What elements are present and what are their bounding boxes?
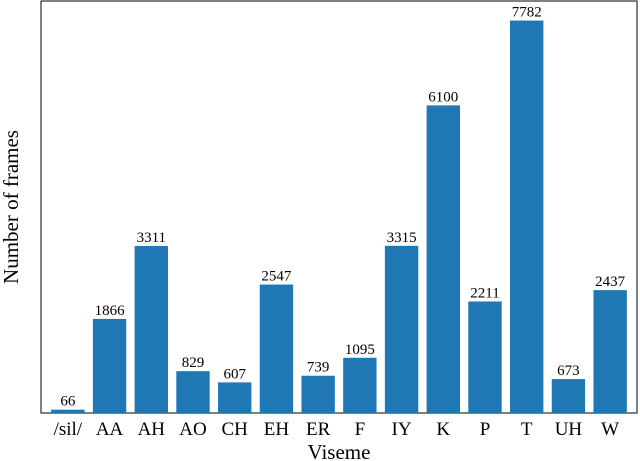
bar-IY: [384, 245, 419, 413]
y-axis-label: Number of frames: [0, 130, 23, 284]
x-tick-label: F: [355, 419, 366, 440]
data-label: 1095: [345, 342, 375, 358]
bars-group: [51, 20, 627, 413]
x-tick-label: EH: [264, 419, 290, 440]
x-tick-label: K: [436, 419, 450, 440]
x-tick-label: P: [480, 419, 491, 440]
bar-UH: [551, 379, 586, 413]
x-tick-label: IY: [392, 419, 412, 440]
data-label: 2211: [470, 286, 499, 302]
x-tick-label: /sil/: [54, 419, 83, 440]
data-label: 2437: [595, 274, 626, 290]
data-labels-group: 66 1866 3311 829 607 2547 739 1095 3315 6100 2211 7…: [60, 5, 625, 410]
data-label: 1866: [95, 303, 126, 319]
data-label: 739: [307, 360, 330, 376]
bar-EH: [259, 284, 294, 413]
bar-ER: [301, 375, 335, 413]
plot-frame: [40, 0, 638, 414]
x-tick-label: ER: [306, 419, 331, 440]
data-label: 3311: [137, 230, 166, 246]
x-axis-label: Viseme: [308, 440, 371, 461]
data-label: 607: [223, 366, 246, 382]
x-tick-label: UH: [555, 419, 583, 440]
bar-P: [468, 301, 502, 413]
bar-CH: [218, 382, 252, 413]
x-tick-label: AO: [179, 419, 206, 440]
x-tick-label: W: [601, 419, 619, 440]
data-label: 6100: [428, 89, 458, 105]
bar-AA: [92, 318, 127, 413]
bar-W: [593, 290, 627, 413]
bar-K: [426, 105, 460, 413]
bar-sil: [51, 409, 85, 413]
bar-AH: [134, 246, 168, 413]
data-label: 673: [557, 363, 580, 379]
bar-T: [510, 20, 544, 413]
data-label: 2547: [261, 269, 292, 285]
x-tick-labels-group: /sil/AA AH AO CH EH ER F IY K P T UH W: [54, 419, 620, 440]
bar-F: [343, 357, 377, 413]
data-label: 66: [60, 394, 76, 410]
x-tick-label: AH: [138, 419, 166, 440]
x-tick-label: AA: [96, 419, 124, 440]
x-tick-label: CH: [222, 419, 249, 440]
bar-AO: [176, 371, 210, 413]
data-label: 3315: [387, 230, 417, 246]
data-label: 7782: [512, 5, 542, 21]
x-tick-label: T: [521, 419, 533, 440]
data-label: 829: [182, 355, 205, 371]
